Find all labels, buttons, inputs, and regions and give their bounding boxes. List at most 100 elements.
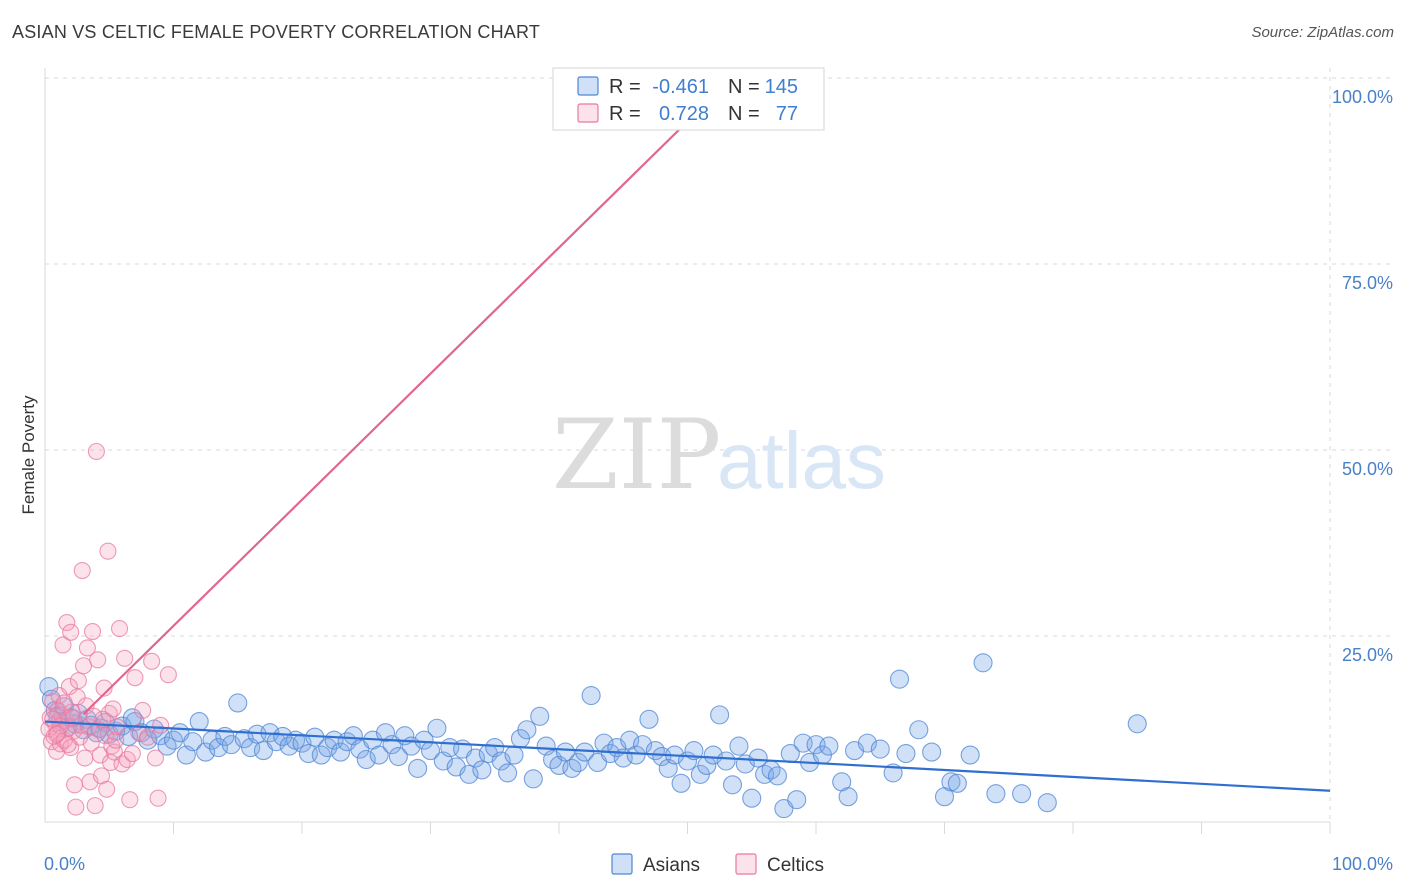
grid-lines [44, 68, 1390, 834]
celtic-point [89, 651, 107, 669]
asian-point [369, 745, 389, 765]
asians-trend-line [44, 720, 1331, 792]
y-tick-label: 75.0% [1342, 273, 1393, 293]
asian-point [716, 751, 736, 771]
asian-point [330, 742, 351, 762]
celtic-point [99, 542, 117, 560]
celtic-point [126, 669, 144, 687]
asian-point [311, 745, 331, 765]
asian-point [427, 718, 447, 738]
y-tick-label: 25.0% [1342, 645, 1393, 665]
x-tick-label: 100.0% [1332, 854, 1393, 874]
celtic-point [78, 639, 96, 657]
legend-r-label: R = [609, 76, 641, 98]
asian-point [408, 758, 428, 778]
asian-point [947, 773, 967, 793]
asian-point [639, 709, 659, 729]
asian-point [459, 764, 479, 784]
series-legend-swatch-celtics [735, 853, 757, 875]
celtics-points [40, 442, 177, 816]
asian-point [729, 736, 749, 756]
legend-r-label: R = [609, 103, 641, 125]
series-legend-label-asians: Asians [643, 855, 700, 876]
asian-point [472, 760, 492, 780]
legend-r-value: 0.728 [659, 103, 709, 125]
celtic-point [123, 745, 141, 763]
asian-point [581, 685, 601, 706]
asian-point [504, 745, 524, 765]
y-axis-ticks: 25.0% 50.0% 75.0% 100.0% [1332, 87, 1393, 665]
celtic-point [152, 716, 170, 734]
asian-point [414, 730, 434, 750]
series-legend-swatch-asians [611, 853, 633, 875]
celtic-point [83, 622, 102, 641]
asian-point [517, 720, 537, 740]
asian-point [498, 763, 518, 783]
asians-points [39, 653, 1147, 819]
celtic-point [66, 776, 84, 794]
series-legend-label-celtics: Celtics [767, 855, 824, 876]
celtics-trend-line [82, 114, 695, 715]
asian-point [196, 742, 216, 762]
celtic-point [73, 561, 91, 580]
legend-swatch-asians [577, 76, 599, 96]
asian-point [1037, 793, 1057, 813]
asian-point [39, 677, 59, 697]
asian-point [986, 784, 1006, 804]
celtic-point [116, 649, 134, 667]
asian-point [1012, 784, 1032, 804]
asian-point [838, 787, 858, 807]
asian-point [626, 745, 646, 765]
celtic-point [76, 749, 94, 767]
watermark-zip: ZIP [552, 399, 721, 511]
asian-point [555, 742, 575, 762]
celtic-point [55, 694, 73, 712]
asian-point [530, 706, 550, 726]
celtic-point [95, 679, 113, 697]
asian-point [318, 738, 338, 758]
celtic-point [69, 672, 87, 690]
asian-point [523, 769, 543, 789]
asian-point [742, 788, 762, 808]
celtic-point [94, 710, 112, 728]
celtic-point [44, 710, 62, 728]
legend-n-value: 145 [765, 76, 798, 98]
celtic-point [146, 749, 165, 767]
trend-lines [44, 86, 1331, 792]
asian-point [922, 742, 942, 762]
celtic-point [58, 614, 76, 632]
legend-n-label: N = [728, 76, 760, 98]
asian-point [909, 720, 929, 740]
asian-point [388, 746, 408, 767]
celtic-point [104, 700, 122, 718]
celtic-point [86, 797, 104, 815]
asian-point [266, 732, 286, 752]
series-legend: Asians Celtics [611, 853, 824, 876]
celtic-point [87, 442, 105, 461]
celtic-point [54, 636, 72, 654]
asian-point [870, 739, 890, 759]
celtic-point [134, 701, 152, 719]
legend-swatch-celtics [577, 103, 599, 123]
asian-point [375, 723, 396, 743]
y-axis-title: Female Poverty [19, 395, 38, 515]
celtic-point [121, 791, 139, 809]
celtic-point [143, 652, 161, 670]
celtic-point [139, 728, 157, 746]
asian-point [960, 745, 980, 765]
asian-point [896, 744, 916, 764]
chart-title: ASIAN VS CELTIC FEMALE POVERTY CORRELATI… [12, 22, 541, 42]
celtic-point [107, 731, 125, 749]
y-tick-label: 50.0% [1342, 459, 1393, 479]
celtic-point [92, 767, 111, 785]
celtic-point [159, 666, 177, 684]
asian-point [189, 712, 209, 732]
asian-point [273, 726, 293, 746]
asian-point [138, 730, 158, 750]
asian-point [710, 705, 730, 725]
celtic-point [110, 620, 129, 638]
asian-point [356, 749, 376, 770]
celtic-point [149, 789, 167, 807]
celtic-point [59, 736, 77, 754]
